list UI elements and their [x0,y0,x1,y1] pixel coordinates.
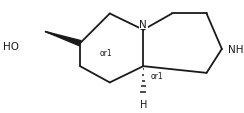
Text: N: N [139,20,147,29]
Text: H: H [140,99,147,109]
Text: or1: or1 [99,48,112,57]
Polygon shape [46,32,81,46]
Text: HO: HO [3,42,19,52]
Text: or1: or1 [151,71,163,80]
Text: NH: NH [228,45,243,54]
